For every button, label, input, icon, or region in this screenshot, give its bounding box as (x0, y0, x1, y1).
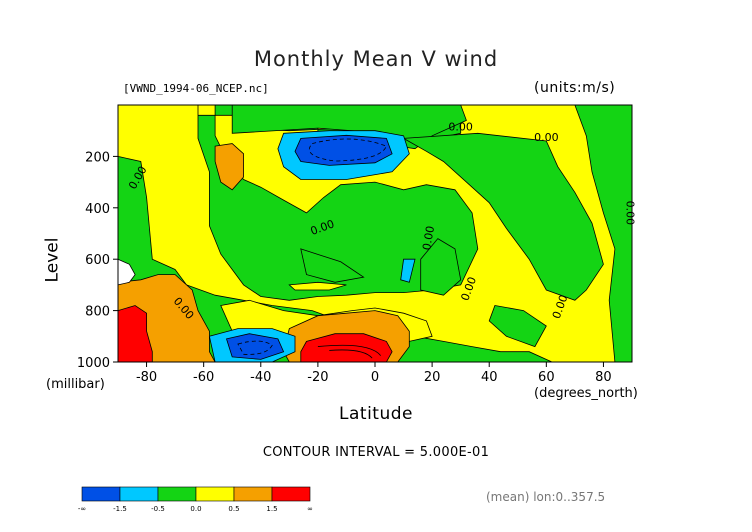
colorbar-swatch (119, 486, 159, 502)
colorbar-swatch (195, 486, 235, 502)
chart-title: Monthly Mean V wind (253, 47, 499, 71)
colorbar-tick-label: -0.5 (151, 505, 165, 513)
x-tick-label: -80 (136, 370, 157, 385)
contour-line-positive (317, 344, 382, 356)
contour-line-positive (329, 349, 373, 359)
colorbar-swatch (233, 486, 273, 502)
region-positive-0-5-to-1-5 (214, 143, 244, 191)
contour-fills (117, 104, 633, 363)
y-tick-label: 800 (85, 305, 110, 320)
x-tick-label: 80 (595, 370, 612, 385)
contour-label: 0.00 (534, 131, 559, 144)
x-tick-label: 20 (424, 370, 441, 385)
plot-axes: -80 -60 -40 -20 0 20 40 60 80 200 400 600 800 1000 (77, 104, 633, 385)
y-axis-units: (millibar) (46, 377, 105, 392)
colorbar-tick-label: 0.0 (190, 505, 201, 513)
colorbar-tick-label: 0.5 (228, 505, 239, 513)
x-tick-label: -20 (307, 370, 328, 385)
colorbar-tick-label: -∞ (78, 505, 86, 513)
colorbar-swatch (271, 486, 311, 502)
colorbar-tick-label: -1.5 (113, 505, 127, 513)
region-negative-0-5 (488, 305, 547, 348)
region-negative-0-5 (420, 238, 462, 296)
region-negative-below-1-5 (225, 333, 285, 360)
x-tick-label: -40 (250, 370, 271, 385)
y-tick-label: 400 (85, 202, 110, 217)
contour-label: 0.00 (623, 201, 636, 226)
contour-line-negative (237, 340, 273, 355)
source-file-label: [VWND_1994-06_NCEP.nc] (123, 82, 269, 95)
contour-line-negative (308, 138, 387, 162)
mean-longitude-label: (mean) lon:0..357.5 (486, 490, 606, 504)
colorbar-tick-label: ∞ (307, 505, 313, 513)
x-tick-label: 40 (481, 370, 498, 385)
colorbar-tick-label: 1.5 (266, 505, 277, 513)
x-axis-units: (degrees_north) (534, 386, 638, 401)
region-positive-above-1-5 (300, 333, 393, 363)
contour-label: 0.00 (420, 225, 437, 251)
x-axis-label: Latitude (339, 404, 413, 424)
units-label: (units:m/s) (534, 80, 616, 96)
colorbar-swatch (81, 486, 121, 502)
region-positive-0-5 (288, 281, 347, 291)
x-tick-label: -60 (193, 370, 214, 385)
colorbar: -∞ -1.5 -0.5 0.0 0.5 1.5 ∞ (78, 486, 313, 513)
contour-label: 0.00 (448, 121, 473, 134)
y-tick-label: 200 (85, 150, 110, 165)
colorbar-swatch (157, 486, 197, 502)
region-negative-0-5 (402, 132, 604, 301)
region-negative-0-5-to-1-5 (400, 258, 416, 283)
y-tick-label: 1000 (77, 356, 110, 371)
y-tick-label: 600 (85, 253, 110, 268)
x-tick-label: 0 (371, 370, 379, 385)
x-tick-label: 60 (538, 370, 555, 385)
region-negative-0-5 (300, 248, 365, 283)
contour-interval-label: CONTOUR INTERVAL = 5.000E-01 (262, 445, 490, 460)
